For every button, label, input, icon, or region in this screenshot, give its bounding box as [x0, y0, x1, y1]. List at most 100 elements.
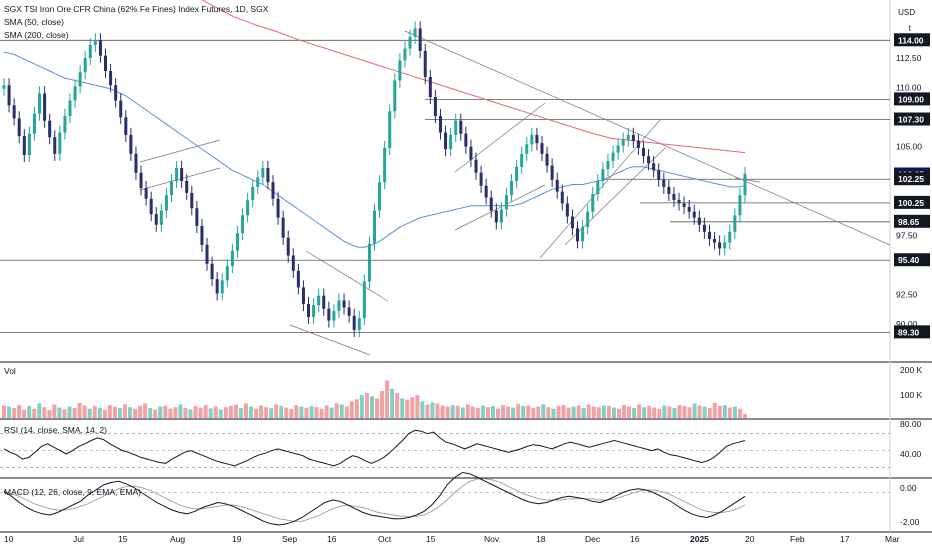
- candle-body: [109, 71, 113, 86]
- price-tag-label: 89.30: [898, 327, 920, 337]
- candle-body: [515, 166, 519, 181]
- volume-bars: [2, 380, 747, 418]
- volume-bar: [37, 403, 42, 418]
- candle-body: [738, 195, 742, 216]
- candle-body: [504, 195, 508, 210]
- volume-bar: [637, 404, 642, 418]
- x-tick-label: 18: [536, 534, 546, 544]
- volume-bar: [319, 408, 324, 418]
- candle-body: [641, 147, 646, 157]
- currency-unit: t: [908, 24, 911, 33]
- volume-bar: [294, 405, 299, 418]
- candle-body: [362, 281, 366, 319]
- volume-bar: [732, 406, 737, 418]
- volume-bar: [672, 408, 677, 418]
- volume-bar: [62, 409, 67, 418]
- volume-bar: [77, 403, 82, 418]
- volume-bar: [541, 404, 546, 418]
- volume-bar: [611, 407, 616, 418]
- indicator-tick-label: 200 K: [900, 365, 923, 375]
- volume-bar: [2, 405, 6, 418]
- volume-bar: [339, 404, 344, 418]
- candle-body: [317, 295, 321, 306]
- x-tick-label: Oct: [378, 534, 392, 544]
- candle-body: [657, 170, 661, 180]
- candle-body: [494, 210, 498, 223]
- candle-body: [322, 295, 326, 309]
- volume-bar: [249, 406, 253, 418]
- volume-bar: [112, 406, 117, 418]
- volume-bar: [717, 405, 722, 418]
- candle-body: [438, 115, 442, 133]
- volume-bar: [359, 395, 364, 418]
- trend-line-2: [139, 167, 221, 191]
- candle-body: [530, 134, 534, 145]
- volume-bar: [692, 403, 697, 418]
- price-tag-bg: [894, 33, 930, 47]
- volume-bar: [506, 406, 511, 418]
- currency-label: USD: [898, 8, 915, 17]
- volume-bar: [7, 406, 12, 418]
- candle-body: [276, 198, 280, 218]
- candle-body: [570, 216, 574, 229]
- candle-body: [733, 215, 737, 232]
- candle-body: [423, 50, 427, 77]
- volume-bar: [707, 408, 712, 418]
- volume-bar: [163, 405, 168, 418]
- candle-body: [215, 279, 219, 294]
- volume-bar: [652, 407, 657, 418]
- candle-body: [154, 214, 158, 225]
- volume-bar: [269, 408, 274, 418]
- indicator-tick-label: 40.00: [900, 449, 922, 459]
- volume-bar: [334, 403, 339, 418]
- candle-body: [261, 167, 265, 178]
- time-axis: 10 Jul 15 Aug 19 Sep 16 Oct 15 Nov 18 Dec 16 2025 20 Fe…: [4, 534, 900, 544]
- y-tick-label: 112.50: [896, 53, 922, 63]
- candle-body: [114, 85, 118, 101]
- volume-bar: [188, 409, 193, 418]
- volume-bar: [450, 405, 455, 418]
- candle-body: [586, 211, 590, 228]
- volume-bar: [531, 408, 536, 418]
- x-tick-label: Aug: [170, 534, 185, 544]
- candle-body: [58, 132, 62, 154]
- candle-body: [337, 300, 341, 312]
- candlestick-series: [2, 21, 747, 338]
- volume-bar: [375, 398, 380, 418]
- candle-body: [718, 242, 722, 249]
- volume-bar: [435, 403, 440, 418]
- volume-bar: [203, 405, 208, 418]
- price-tag-bg: [894, 172, 930, 186]
- volume-bar: [632, 408, 637, 418]
- volume-bar: [67, 406, 72, 418]
- candle-body: [352, 315, 356, 330]
- volume-bar: [702, 406, 707, 418]
- candle-body: [702, 224, 706, 232]
- candle-body: [43, 93, 47, 121]
- candle-body: [647, 156, 651, 164]
- candle-body: [449, 134, 453, 150]
- candle-body: [444, 132, 448, 150]
- volume-bar: [743, 413, 747, 418]
- volume-bar: [12, 408, 17, 418]
- price-tag-label: 98.65: [898, 217, 920, 227]
- volume-bar: [274, 404, 279, 418]
- price-tag-label: 107.30: [898, 115, 924, 125]
- candle-body: [464, 133, 468, 147]
- price-tag-label: 100.25: [898, 198, 924, 208]
- indicator-tick-label: -2.00: [900, 517, 920, 527]
- volume-bar: [485, 407, 490, 418]
- candle-body: [723, 242, 727, 249]
- candle-body: [469, 146, 473, 160]
- price-tag-bg: [894, 325, 930, 339]
- volume-bar: [208, 408, 213, 418]
- volume-label: Vol: [4, 366, 16, 376]
- x-tick-label: Mar: [885, 534, 900, 544]
- candle-body: [88, 45, 92, 59]
- volume-bar: [82, 405, 87, 418]
- y-tick-label: 110.00: [896, 83, 922, 93]
- macd-path: [3, 471, 746, 526]
- volume-bar: [475, 408, 480, 418]
- candle-body: [601, 169, 605, 181]
- candle-body: [621, 139, 625, 146]
